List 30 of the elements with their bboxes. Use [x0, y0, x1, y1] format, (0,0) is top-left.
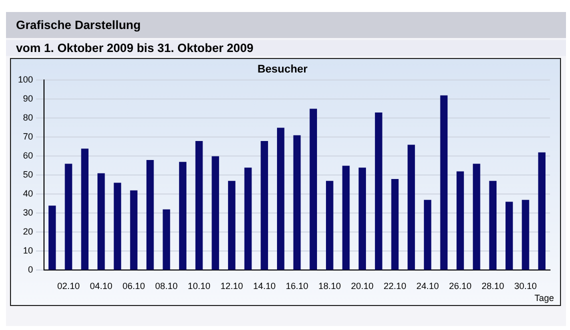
x-tick-label: 10.10 [188, 281, 210, 292]
x-tick-label: 30.10 [514, 281, 537, 292]
y-tick-label: 90 [23, 94, 34, 104]
chart-subtitle: vom 1. Oktober 2009 bis 31. Oktober 2009 [6, 40, 566, 56]
x-tick-label: 06.10 [122, 281, 146, 292]
x-tick-label: 16.10 [286, 281, 308, 292]
x-tick-label: 20.10 [351, 281, 374, 292]
x-tick-label: 08.10 [155, 281, 178, 292]
x-tick-label: 26.10 [448, 281, 472, 292]
x-tick-label: 24.10 [416, 281, 439, 292]
y-tick-label: 80 [23, 112, 34, 123]
text: Grafische Darstellung [6, 12, 566, 38]
x-tick-label: 04.10 [90, 281, 112, 292]
x-tick-label: 22.10 [384, 281, 406, 292]
x-tick-label: 14.10 [253, 281, 276, 292]
y-tick-label: 100 [18, 74, 34, 85]
x-axis-title: Tage [534, 293, 554, 303]
chart-title: Besucher [257, 64, 308, 76]
y-tick-label: 60 [23, 150, 34, 161]
x-tick-label: 18.10 [318, 281, 341, 292]
y-tick-label: 70 [23, 132, 34, 142]
y-tick-label: 0 [28, 264, 34, 275]
x-tick-label: 12.10 [220, 281, 243, 292]
y-tick-label: 50 [23, 170, 34, 180]
y-tick-label: 20 [23, 226, 34, 237]
y-tick-label: 10 [23, 246, 34, 256]
x-tick-label: 28.10 [482, 281, 504, 292]
y-tick-label: 30 [23, 208, 34, 218]
y-tick-label: 40 [23, 188, 34, 199]
x-tick-label: 02.10 [57, 281, 80, 292]
